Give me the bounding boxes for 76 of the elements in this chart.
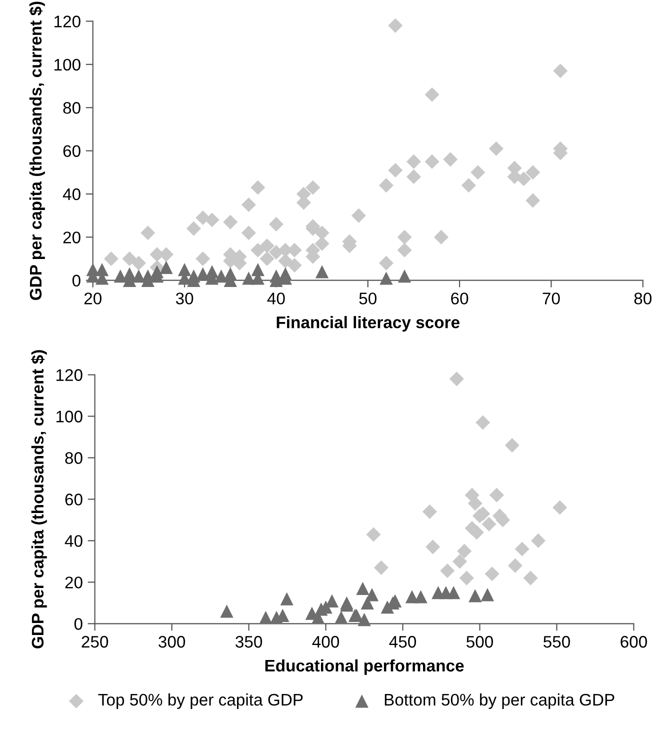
y-axis-title: GDP per capita (thousands, current $) bbox=[31, 350, 47, 648]
x-tick-label: 30 bbox=[176, 292, 194, 304]
point bbox=[504, 438, 520, 453]
point bbox=[280, 592, 294, 606]
x-tick-label: 20 bbox=[84, 292, 102, 304]
x-axis-title: Financial literacy score bbox=[276, 316, 460, 332]
y-tick-label: 0 bbox=[72, 274, 80, 287]
point bbox=[446, 586, 460, 600]
y-tick-label: 60 bbox=[65, 494, 82, 506]
x-tick-label: 300 bbox=[158, 636, 186, 648]
point bbox=[508, 558, 522, 573]
x-tick-label: 40 bbox=[267, 292, 285, 304]
y-tick-label: 40 bbox=[62, 188, 80, 200]
point bbox=[214, 269, 228, 283]
point bbox=[422, 504, 437, 519]
x-tick-label: 500 bbox=[466, 636, 494, 648]
y-axis-title: GDP per capita (thousands, current $) bbox=[29, 2, 45, 300]
point bbox=[482, 516, 496, 532]
point bbox=[414, 590, 428, 604]
point bbox=[358, 612, 371, 626]
point bbox=[398, 269, 412, 283]
y-tick-label: 20 bbox=[63, 232, 80, 244]
point bbox=[476, 415, 490, 430]
x-tick-label: 250 bbox=[82, 636, 108, 648]
point bbox=[224, 267, 237, 280]
y-tick-label: 100 bbox=[54, 58, 80, 71]
point bbox=[457, 544, 472, 558]
point bbox=[552, 500, 568, 515]
point bbox=[220, 604, 234, 618]
y-tick-label: 80 bbox=[65, 452, 82, 464]
point bbox=[356, 582, 370, 595]
point bbox=[242, 272, 256, 285]
x-axis-title: Educational performance bbox=[265, 659, 464, 675]
y-tick-label: 120 bbox=[54, 16, 80, 28]
y-tick-label: 40 bbox=[64, 535, 82, 547]
x-tick-label: 80 bbox=[634, 292, 652, 304]
point bbox=[160, 260, 173, 274]
point bbox=[251, 262, 264, 276]
point bbox=[452, 554, 468, 569]
point bbox=[315, 265, 329, 278]
point bbox=[334, 610, 348, 624]
point bbox=[523, 570, 538, 586]
x-tick-label: 600 bbox=[620, 636, 647, 648]
point bbox=[489, 488, 504, 502]
point bbox=[530, 533, 546, 548]
point bbox=[514, 542, 530, 556]
point bbox=[374, 560, 388, 575]
y-tick-label: 0 bbox=[74, 618, 82, 630]
point bbox=[459, 570, 474, 586]
point bbox=[426, 540, 440, 554]
y-tick-label: 60 bbox=[63, 145, 80, 157]
legend-label: Top 50% by per capita GDP bbox=[98, 693, 303, 709]
point bbox=[440, 563, 455, 578]
y-tick-label: 80 bbox=[63, 102, 80, 114]
point bbox=[366, 527, 381, 542]
point bbox=[196, 267, 210, 280]
x-tick-label: 550 bbox=[544, 636, 570, 648]
x-tick-label: 450 bbox=[389, 636, 416, 648]
point bbox=[325, 594, 339, 608]
point bbox=[468, 589, 482, 602]
y-tick-label: 20 bbox=[65, 576, 82, 588]
x-tick-label: 50 bbox=[359, 292, 376, 304]
point bbox=[114, 269, 127, 283]
x-tick-label: 350 bbox=[236, 636, 262, 648]
point bbox=[484, 566, 500, 582]
y-tick-label: 100 bbox=[56, 410, 82, 422]
x-tick-label: 60 bbox=[451, 292, 468, 304]
point bbox=[380, 272, 393, 285]
point bbox=[449, 372, 464, 386]
point bbox=[259, 610, 272, 624]
point bbox=[480, 588, 494, 602]
x-tick-label: 400 bbox=[312, 636, 340, 648]
x-tick-label: 70 bbox=[542, 292, 560, 304]
y-tick-label: 120 bbox=[56, 369, 82, 381]
point bbox=[468, 496, 482, 511]
legend-label: Bottom 50% by per capita GDP bbox=[384, 693, 614, 709]
